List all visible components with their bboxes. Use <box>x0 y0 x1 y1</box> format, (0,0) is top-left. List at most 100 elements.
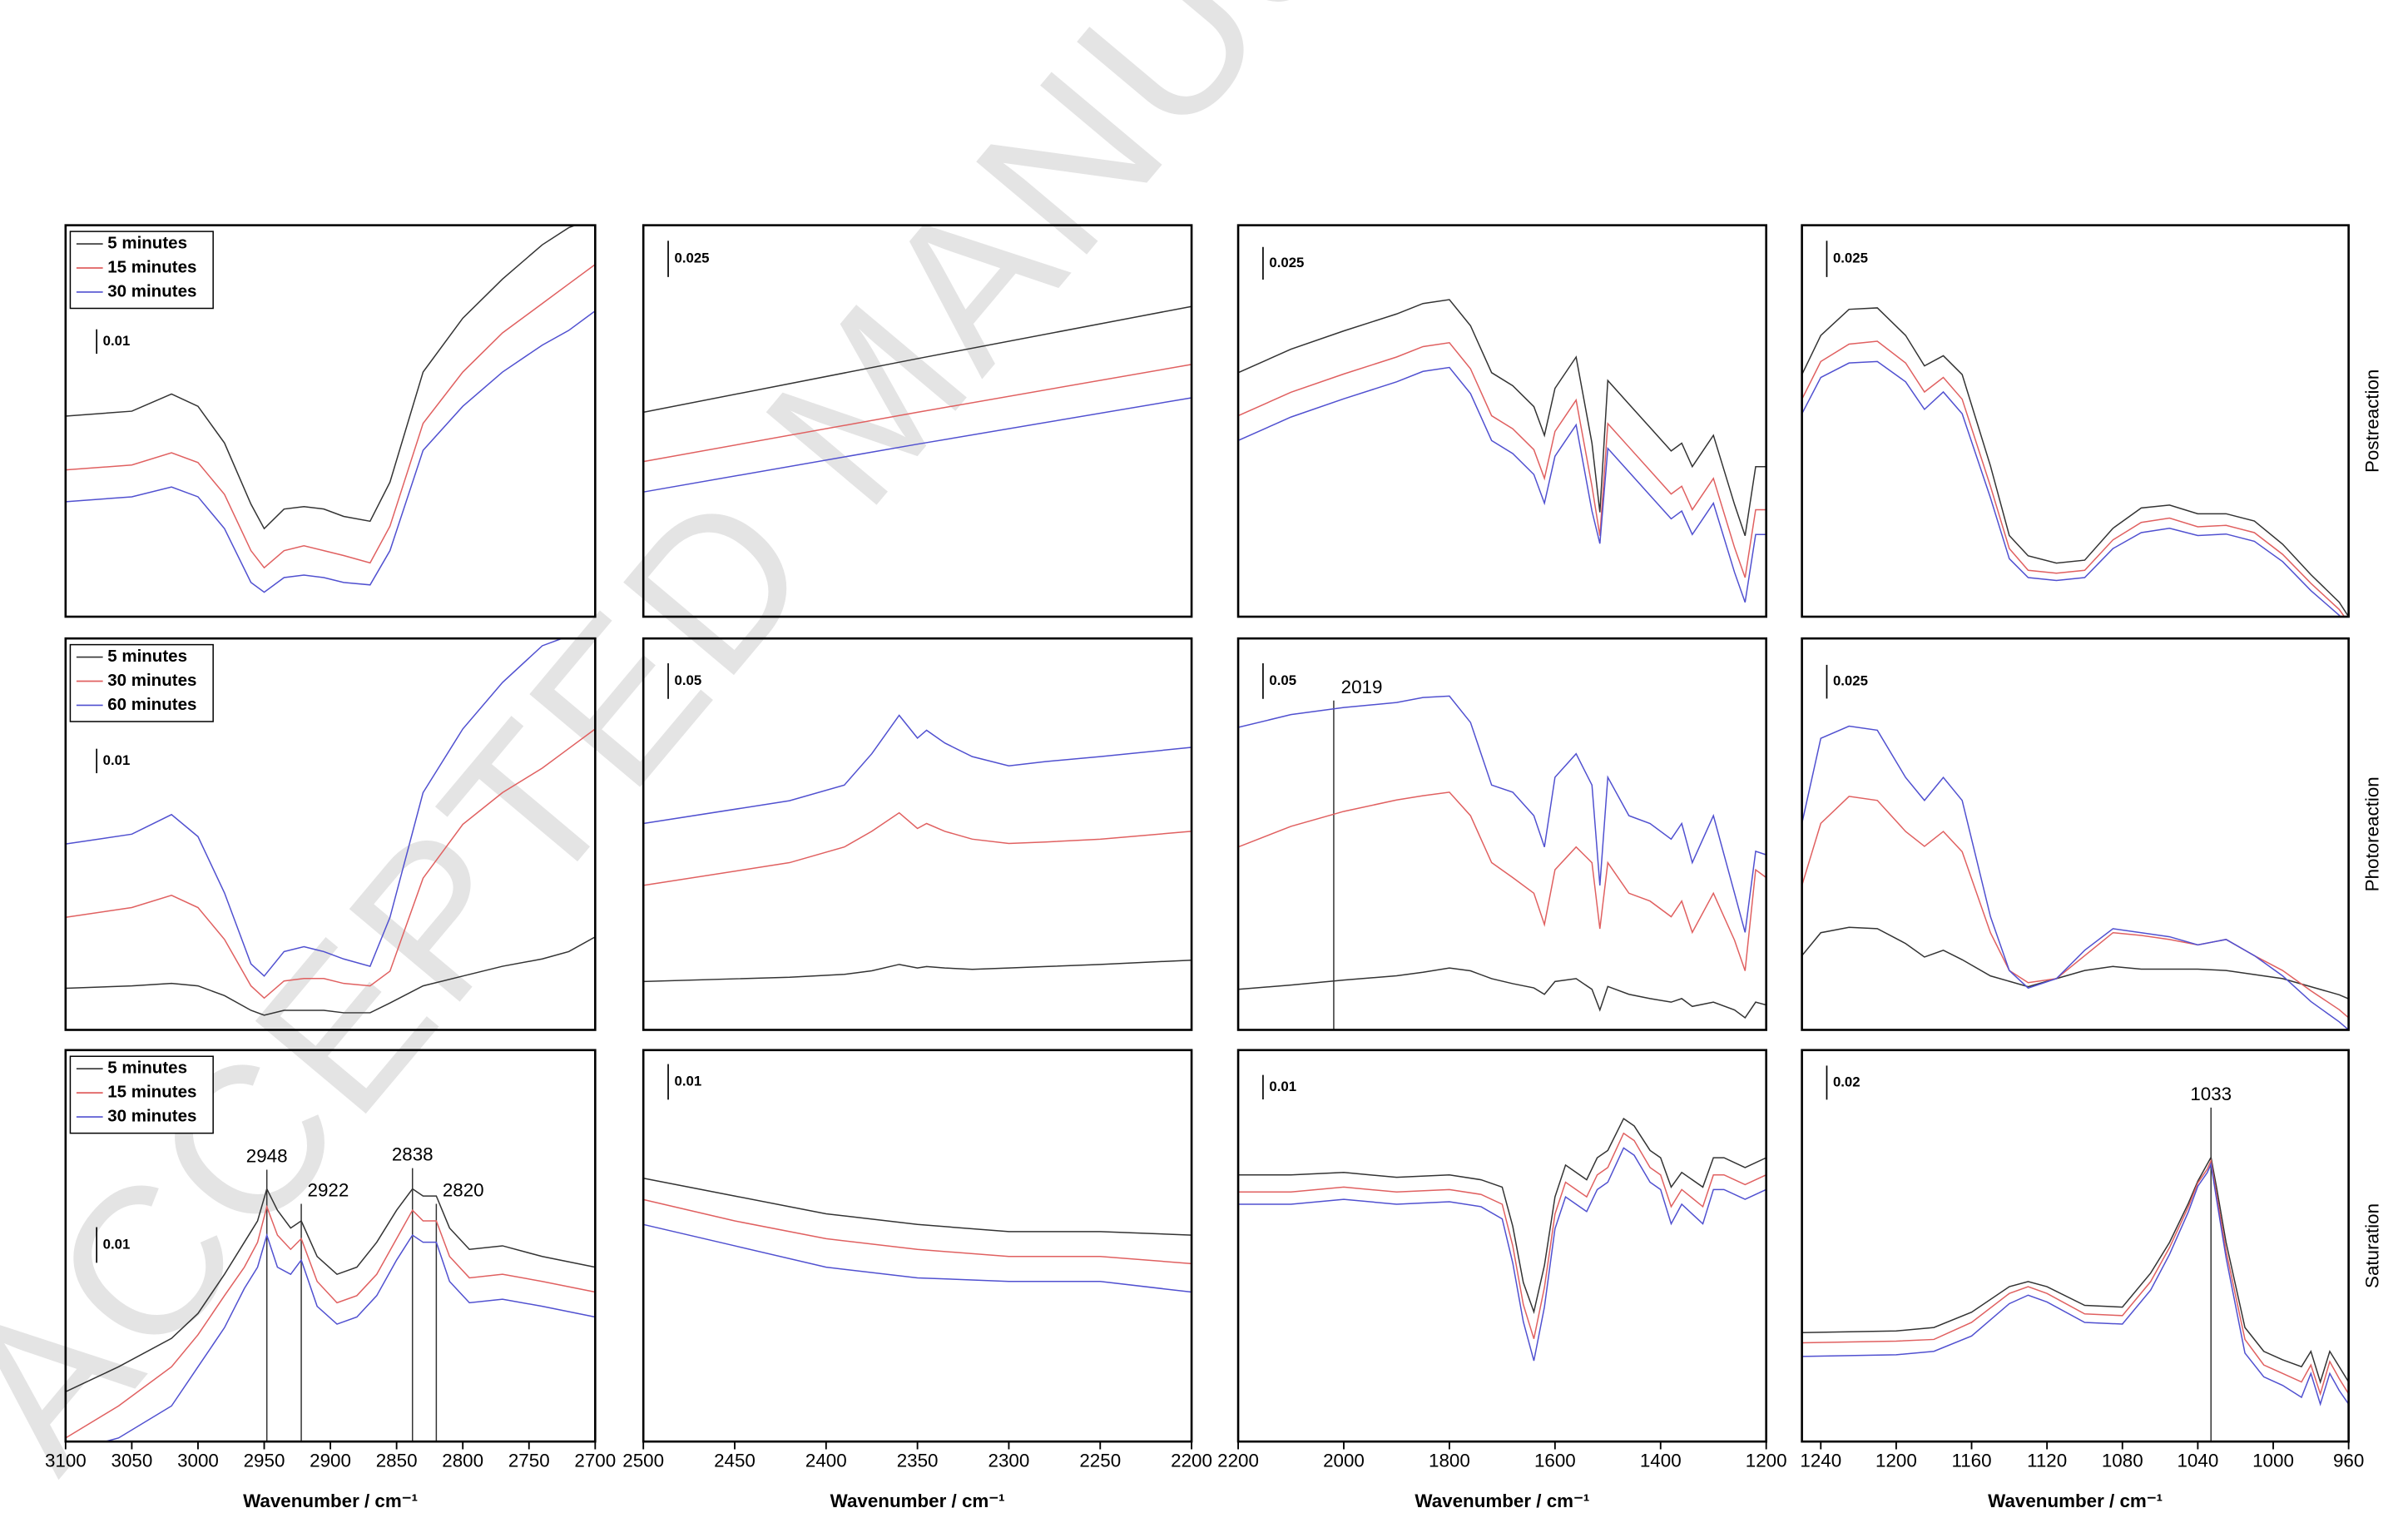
legend-label: 60 minutes <box>107 695 196 714</box>
spectrum-line <box>643 1198 1192 1265</box>
x-tick-label: 2250 <box>1079 1450 1121 1471</box>
spectrum-line <box>65 264 596 569</box>
x-axis-label: Wavenumber / cm⁻¹ <box>243 1491 418 1511</box>
spectrum-line <box>102 1233 596 1442</box>
x-tick-label: 3100 <box>45 1450 87 1471</box>
spectrum-line <box>643 811 1192 886</box>
legend-label: 30 minutes <box>107 281 196 300</box>
panel-frame <box>1236 637 1767 1031</box>
x-tick-label: 1080 <box>2102 1450 2143 1471</box>
x-tick-label: 1200 <box>1875 1450 1917 1471</box>
peak-label: 1033 <box>2190 1084 2232 1104</box>
spectrum-line <box>1238 366 1766 603</box>
panel-frame <box>1801 1049 2350 1443</box>
scale-bar-label: 0.01 <box>103 752 131 768</box>
x-tick-label: 2750 <box>508 1450 550 1471</box>
panel-frame <box>64 637 597 1031</box>
x-tick-label: 2200 <box>1171 1450 1212 1471</box>
spectrum-line <box>1801 307 2349 618</box>
x-tick-label: 2000 <box>1323 1450 1365 1471</box>
panel: 0.025 Photoreaction <box>1801 637 2382 1031</box>
legend-label: 5 minutes <box>107 647 187 666</box>
x-tick-label: 2300 <box>988 1450 1030 1471</box>
panel: 0.05 <box>642 637 1193 1031</box>
x-tick-label: 3050 <box>111 1450 153 1471</box>
panel-frame <box>642 637 1193 1031</box>
spectrum-line <box>643 305 1192 414</box>
panel: 0.01 5 minutes 30 minutes 60 minutes <box>64 637 597 1031</box>
scale-bar-label: 0.01 <box>675 1073 702 1089</box>
x-tick-label: 1240 <box>1800 1450 1841 1471</box>
spectrum-line <box>1238 1147 1766 1362</box>
spectrum-line <box>1238 299 1766 537</box>
scale-bar-label: 0.025 <box>675 251 710 266</box>
panel: 1033 0.02 1240 1200 1160 1120 1080 1040 1000 960 W… <box>1800 1049 2382 1511</box>
panel: 0.01 5 minutes 15 minutes 30 minutes <box>64 224 597 618</box>
legend-label: 15 minutes <box>107 257 196 276</box>
x-tick-label: 2450 <box>714 1450 756 1471</box>
spectrum-line <box>1238 1117 1766 1314</box>
panel-frame <box>642 224 1193 618</box>
legend-label: 30 minutes <box>107 1106 196 1125</box>
spectrum-line <box>1238 695 1766 933</box>
x-tick-label: 2900 <box>310 1450 351 1471</box>
peak-label: 2019 <box>1341 677 1383 697</box>
x-tick-label: 1120 <box>2027 1450 2067 1471</box>
scale-bar-label: 0.01 <box>103 1236 131 1252</box>
scale-bar-label: 0.02 <box>1833 1074 1861 1089</box>
x-tick-label: 3000 <box>177 1450 219 1471</box>
panel-frame <box>1236 224 1767 618</box>
x-tick-label: 1000 <box>2252 1450 2294 1471</box>
peak-label: 2948 <box>246 1145 288 1166</box>
panel-frame <box>64 224 597 618</box>
legend-label: 5 minutes <box>107 233 187 252</box>
panel-frame <box>1236 1049 1767 1443</box>
spectrum-line <box>643 959 1192 983</box>
x-axis-label: Wavenumber / cm⁻¹ <box>1988 1491 2163 1511</box>
panel: 2948 2922 2838 2820 0.01 5 minutes 15 minutes 3… <box>45 1049 616 1511</box>
spectrum-line <box>643 1177 1192 1236</box>
x-tick-label: 2800 <box>442 1450 483 1471</box>
spectrum-line <box>1801 1158 2349 1396</box>
x-axis-label: Wavenumber / cm⁻¹ <box>830 1491 1005 1511</box>
scale-bar-label: 0.05 <box>1269 672 1296 688</box>
scale-bar-label: 0.025 <box>1269 255 1304 270</box>
panel-frame <box>642 1049 1193 1443</box>
spectrum-line <box>1238 341 1766 578</box>
panel: 0.025 <box>1236 224 1767 618</box>
spectrum-line <box>1801 340 2346 618</box>
x-tick-label: 1160 <box>1951 1450 1991 1471</box>
spectrum-line <box>1801 1162 2349 1406</box>
panel: 0.025 Postreaction <box>1801 224 2382 618</box>
scale-bar-label: 0.01 <box>1269 1079 1296 1094</box>
spectrum-line <box>643 714 1192 825</box>
scale-bar-label: 0.01 <box>103 333 131 349</box>
scale-bar-label: 0.025 <box>1833 673 1868 689</box>
spectrum-line <box>643 1223 1192 1293</box>
spectrum-line <box>65 1204 596 1439</box>
peak-label: 2838 <box>392 1144 434 1165</box>
spectrum-line <box>1238 1132 1766 1339</box>
spectrum-line <box>1801 1155 2349 1385</box>
x-axis-label: Wavenumber / cm⁻¹ <box>1415 1491 1589 1511</box>
spectrum-line <box>643 397 1192 493</box>
spectrum-line <box>65 728 596 1000</box>
spectrum-line <box>65 225 577 530</box>
peak-label: 2922 <box>308 1180 349 1201</box>
x-tick-label: 1800 <box>1429 1450 1470 1471</box>
panel: 0.025 <box>642 224 1193 618</box>
spectrum-line <box>65 638 564 977</box>
watermark: ACCEPTED MANUSCRIPT <box>0 0 1831 1509</box>
spectrum-line <box>65 310 596 593</box>
spectrum-line <box>1801 796 2349 1019</box>
x-tick-label: 2200 <box>1217 1450 1259 1471</box>
panel-frame <box>1801 224 2350 618</box>
spectrum-line <box>1238 791 1766 971</box>
panel: 0.01 2200 2000 1800 1600 1400 1200 Wavenumber /… <box>1217 1049 1787 1511</box>
legend-label: 5 minutes <box>107 1059 187 1078</box>
spectrum-line <box>1801 360 2341 618</box>
x-tick-label: 1200 <box>1746 1450 1787 1471</box>
scale-bar-label: 0.025 <box>1833 251 1868 266</box>
